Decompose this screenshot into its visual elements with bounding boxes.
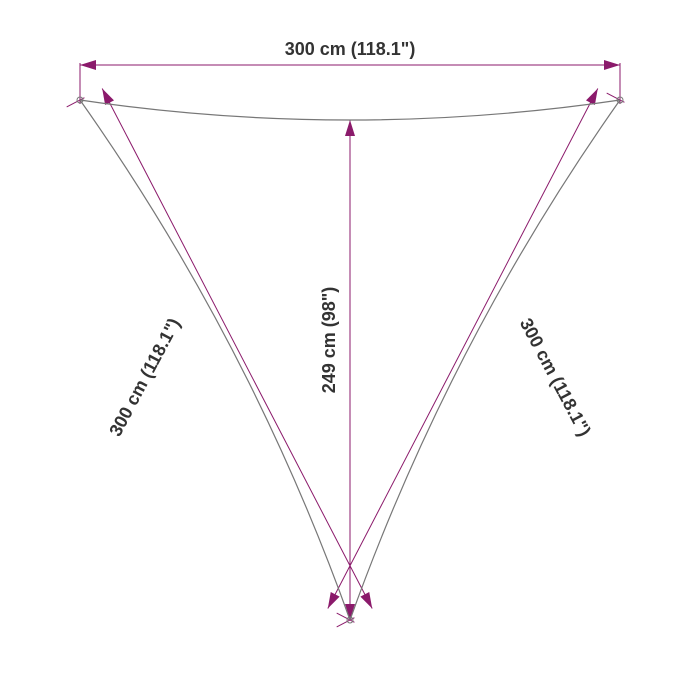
triangle-edge-right (350, 100, 620, 620)
dim-line-right (328, 88, 598, 608)
arrowhead-icon (360, 592, 372, 609)
triangle-edge-top (80, 100, 620, 120)
arrowhead-icon (102, 88, 114, 105)
dimension-diagram: 300 cm (118.1") 249 cm (98") 300 cm (118.1… (0, 0, 700, 700)
triangle-edge-left (80, 100, 350, 620)
arrowhead-icon (604, 60, 620, 70)
arrowhead-icon (80, 60, 96, 70)
dim-label-right: 300 cm (118.1") (516, 315, 595, 440)
arrowhead-icon (345, 120, 355, 136)
dim-label-left: 300 cm (118.1") (105, 315, 184, 440)
dim-label-top: 300 cm (118.1") (285, 39, 416, 59)
arrowhead-icon (328, 592, 340, 609)
dim-label-height: 249 cm (98") (319, 287, 339, 394)
arrowhead-icon (586, 88, 598, 105)
